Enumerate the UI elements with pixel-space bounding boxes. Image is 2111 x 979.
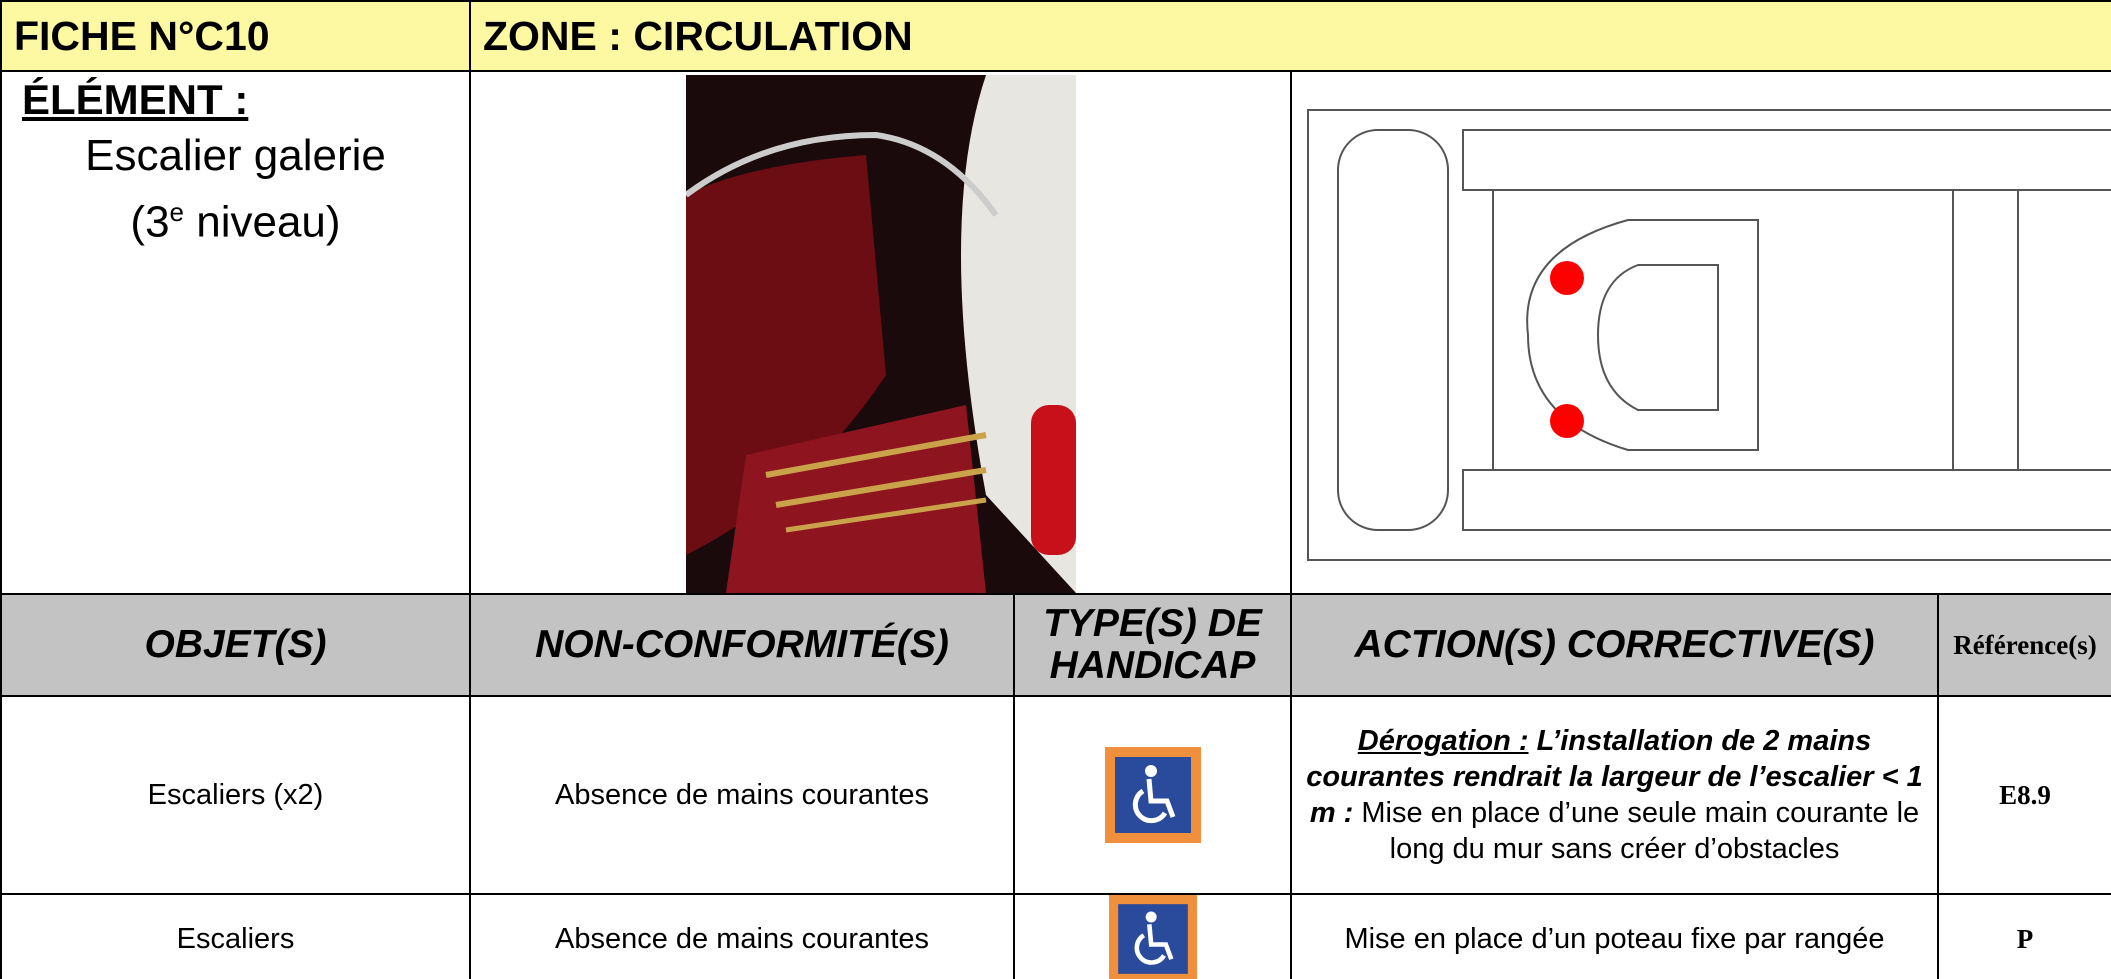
element-name: Escalier galerie [85, 131, 386, 180]
non-conformite: Absence de mains courantes [469, 893, 1015, 979]
fiche-number: FICHE N°C10 [0, 0, 471, 72]
wheelchair-icon [1104, 747, 1201, 843]
zone: ZONE : CIRCULATION [468, 0, 2111, 72]
wheelchair-icon [1108, 895, 1197, 979]
handicap-cell [1013, 695, 1292, 895]
col-header: OBJET(S) [0, 593, 471, 697]
action-cell: Dérogation : L’installation de 2 mains c… [1290, 695, 1939, 895]
photo-cell [469, 70, 1292, 595]
element-level-end: niveau) [184, 197, 341, 247]
element-label: ÉLÉMENT : [22, 76, 249, 123]
action: Mise en place d’une seule main courante … [1353, 797, 1920, 865]
col-header: TYPE(S) DE HANDICAP [1013, 593, 1292, 697]
reference: E8.9 [1936, 695, 2111, 895]
element-cell: ÉLÉMENT : Escalier galerie (3e niveau) [0, 70, 471, 595]
action-emphasis: L’installation de 2 mains courantes rend… [1306, 725, 1923, 829]
plan-cell [1289, 70, 2111, 595]
col-header: Référence(s) [1936, 593, 2111, 697]
action: Mise en place d’un poteau fixe par rangé… [1290, 893, 1939, 979]
objet: Escaliers [0, 893, 471, 979]
non-conformite: Absence de mains courantes [469, 695, 1015, 895]
photo [685, 75, 1076, 593]
element-level-sup: e [169, 197, 185, 227]
handicap-cell [1013, 893, 1292, 979]
reference: P [1936, 893, 2111, 979]
objet: Escaliers (x2) [0, 695, 471, 895]
action-label: Dérogation : [1357, 725, 1529, 757]
col-header: ACTION(S) CORRECTIVE(S) [1290, 593, 1939, 697]
col-header: NON-CONFORMITÉ(S) [469, 593, 1015, 697]
floor-plan [1307, 109, 2111, 561]
element-level: (3 [130, 197, 170, 247]
